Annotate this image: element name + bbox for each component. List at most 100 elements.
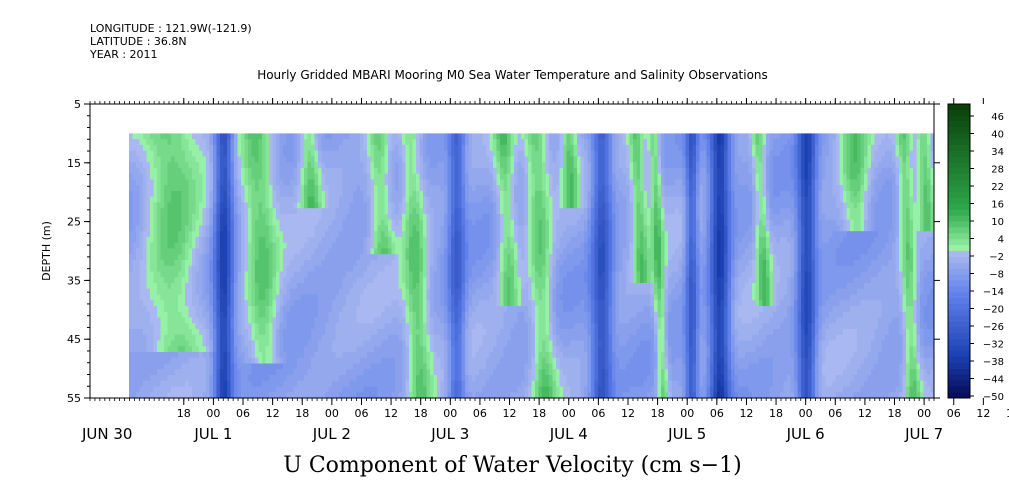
- heatmap-cell: [850, 265, 855, 284]
- heatmap-cell: [227, 133, 232, 140]
- heatmap-cell: [174, 351, 179, 359]
- heatmap-cell: [374, 386, 379, 398]
- heatmap-cell: [580, 259, 585, 301]
- heatmap-cell: [328, 167, 333, 227]
- heatmap-cell: [493, 190, 498, 204]
- heatmap-cell: [143, 150, 148, 169]
- heatmap-cell: [181, 150, 186, 175]
- heatmap-cell: [713, 294, 718, 330]
- heatmap-cell: [374, 185, 379, 232]
- heatmap-cell: [923, 231, 928, 244]
- heatmap-cell: [486, 380, 491, 398]
- heatmap-cell: [769, 242, 774, 255]
- heatmap-cell: [748, 242, 753, 261]
- heatmap-cell: [790, 392, 795, 398]
- heatmap-cell: [734, 300, 739, 330]
- heatmap-cell: [738, 386, 743, 398]
- heatmap-cell: [724, 305, 729, 347]
- heatmap-cell: [853, 374, 858, 393]
- heatmap-cell: [668, 363, 673, 382]
- heatmap-cell: [503, 248, 508, 273]
- heatmap-cell: [587, 392, 592, 398]
- heatmap-cell: [549, 254, 554, 278]
- heatmap-cell: [307, 271, 312, 296]
- heatmap-cell: [307, 150, 312, 163]
- heatmap-cell: [773, 213, 778, 227]
- heatmap-cell: [608, 185, 613, 204]
- heatmap-cell: [678, 294, 683, 359]
- heatmap-cell: [832, 380, 837, 398]
- heatmap-cell: [202, 351, 207, 359]
- heatmap-cell: [146, 380, 151, 398]
- heatmap-cell: [615, 133, 620, 181]
- heatmap-cell: [160, 133, 165, 140]
- heatmap-cell: [454, 231, 459, 290]
- heatmap-cell: [517, 311, 522, 388]
- heatmap-cell: [244, 363, 249, 398]
- heatmap-cell: [374, 277, 379, 319]
- y-axis-label: DEPTH (m): [40, 221, 53, 281]
- heatmap-cell: [426, 369, 431, 398]
- heatmap-cell: [755, 346, 760, 365]
- heatmap-cell: [388, 150, 393, 204]
- heatmap-cell: [479, 300, 484, 324]
- heatmap-cell: [769, 357, 774, 388]
- x-tick-label: 18: [1006, 407, 1009, 420]
- heatmap-cell: [510, 173, 515, 221]
- heatmap-cell: [290, 133, 295, 163]
- heatmap-cell: [335, 167, 340, 209]
- heatmap-cell: [836, 225, 841, 232]
- heatmap-cell: [699, 150, 704, 169]
- heatmap-cell: [741, 288, 746, 324]
- heatmap-cell: [307, 208, 312, 238]
- heatmap-cell: [570, 173, 575, 209]
- heatmap-cell: [300, 208, 305, 250]
- heatmap-cell: [230, 282, 235, 319]
- heatmap-cell: [745, 386, 750, 398]
- heatmap-cell: [311, 167, 316, 181]
- heatmap-cell: [468, 219, 473, 278]
- heatmap-cell: [678, 386, 683, 398]
- heatmap-cell: [678, 133, 683, 152]
- heatmap-cell: [545, 277, 550, 336]
- heatmap-cell: [388, 305, 393, 324]
- heatmap-cell: [384, 265, 389, 307]
- heatmap-cell: [381, 231, 386, 250]
- heatmap-cell: [836, 317, 841, 336]
- heatmap-cell: [724, 190, 729, 227]
- heatmap-cell: [276, 185, 281, 204]
- heatmap-cell: [437, 317, 442, 336]
- heatmap-cell: [223, 190, 228, 209]
- heatmap-cell: [888, 167, 893, 181]
- heatmap-cell: [927, 259, 932, 273]
- heatmap-cell: [923, 133, 928, 158]
- heatmap-cell: [314, 248, 319, 267]
- heatmap-cell: [216, 133, 221, 158]
- heatmap-cell: [234, 363, 239, 398]
- heatmap-cell: [538, 254, 543, 278]
- heatmap-cell: [479, 288, 484, 301]
- heatmap-cell: [867, 248, 872, 267]
- heatmap-cell: [885, 242, 890, 267]
- heatmap-cell: [174, 190, 179, 244]
- heatmap-cell: [216, 156, 221, 181]
- heatmap-cell: [895, 236, 900, 290]
- heatmap-cell: [748, 173, 753, 192]
- heatmap-cell: [916, 282, 921, 336]
- heatmap-cell: [318, 133, 323, 152]
- heatmap-cell: [619, 271, 624, 324]
- heatmap-cell: [482, 334, 487, 370]
- heatmap-cell: [451, 213, 456, 238]
- heatmap-cell: [349, 288, 354, 353]
- heatmap-cell: [272, 277, 277, 301]
- heatmap-cell: [160, 380, 165, 398]
- heatmap-cell: [300, 294, 305, 359]
- heatmap-cell: [209, 133, 214, 146]
- heatmap-cell: [685, 351, 690, 398]
- heatmap-cell: [164, 311, 169, 336]
- heatmap-cell: [542, 190, 547, 209]
- heatmap-cell: [300, 282, 305, 296]
- colorbar-swatch: [948, 392, 970, 399]
- heatmap-cell: [734, 346, 739, 365]
- heatmap-cell: [794, 300, 799, 353]
